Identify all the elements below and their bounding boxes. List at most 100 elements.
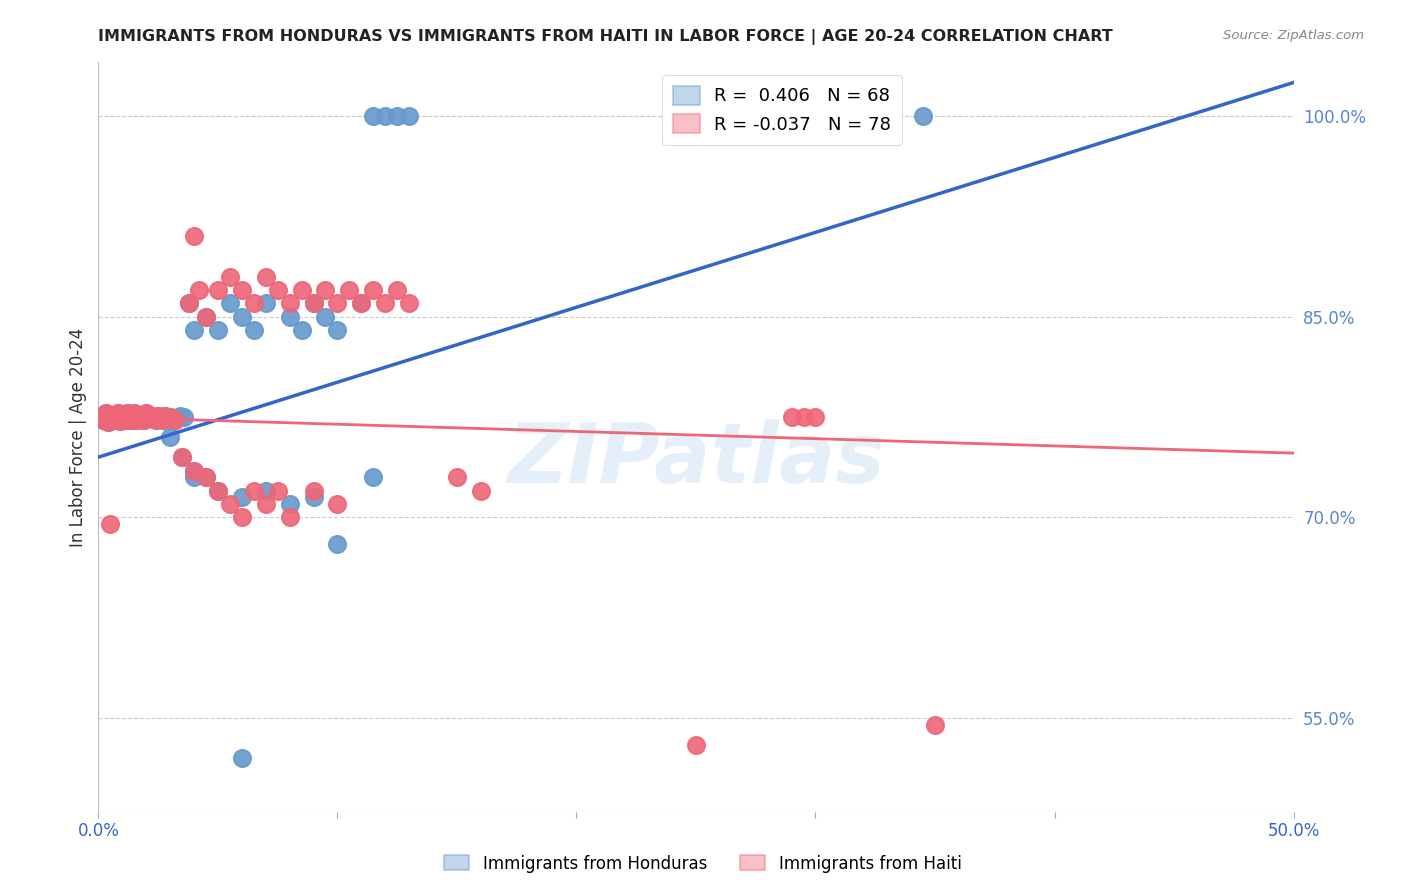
Point [107,410,129,425]
Point [363,283,385,297]
Point [195,470,218,484]
Point [446,470,468,484]
Point [124,410,146,425]
Point [121,409,143,423]
Text: IMMIGRANTS FROM HONDURAS VS IMMIGRANTS FROM HAITI IN LABOR FORCE | AGE 20-24 COR: IMMIGRANTS FROM HONDURAS VS IMMIGRANTS F… [98,29,1114,45]
Point [195,310,218,324]
Point [231,283,253,297]
Point [114,412,136,426]
Point [183,323,205,337]
Point [278,497,301,511]
Point [179,296,201,310]
Point [183,464,205,478]
Point [278,310,301,324]
Point [924,717,946,731]
Point [104,409,127,423]
Point [111,411,134,425]
Point [219,296,242,310]
Point [278,510,301,524]
Point [219,269,242,284]
Point [685,738,707,752]
Point [148,409,170,423]
Point [108,410,131,425]
Point [374,109,396,123]
Point [139,409,162,423]
Point [231,751,253,765]
Point [911,109,934,123]
Point [326,323,349,337]
Point [155,409,177,423]
Point [101,412,124,426]
Point [315,310,337,324]
Legend: R =  0.406   N = 68, R = -0.037   N = 78: R = 0.406 N = 68, R = -0.037 N = 78 [662,75,903,145]
Point [94,406,117,420]
Point [291,283,314,297]
Point [135,406,157,420]
Point [97,416,120,430]
Point [125,412,148,426]
Point [114,412,136,426]
Point [195,470,218,484]
Point [219,497,242,511]
Point [107,406,129,420]
Point [302,491,325,505]
Point [302,296,325,310]
Point [135,406,157,420]
Point [398,296,420,310]
Point [385,283,409,297]
Point [118,412,141,426]
Point [104,412,127,426]
Point [183,229,205,244]
Point [148,409,170,423]
Point [107,410,129,425]
Point [173,410,195,425]
Point [254,497,277,511]
Point [163,412,186,426]
Point [91,412,114,426]
Point [128,409,150,423]
Point [172,450,194,465]
Point [163,412,186,426]
Point [302,845,325,859]
Point [142,410,165,425]
Point [231,310,253,324]
Point [398,109,420,123]
Point [231,510,253,524]
Point [121,412,143,426]
Point [243,323,266,337]
Point [124,406,146,420]
Point [94,406,117,420]
Point [115,410,138,425]
Point [183,464,205,478]
Point [132,412,155,426]
Point [291,323,314,337]
Point [145,412,167,426]
Point [149,410,172,425]
Point [138,410,160,425]
Point [278,296,301,310]
Point [254,296,277,310]
Point [195,310,218,324]
Point [159,430,181,444]
Point [152,412,174,426]
Point [125,412,148,426]
Point [231,491,253,505]
Point [104,412,127,426]
Point [159,410,181,425]
Point [254,483,277,498]
Point [339,283,361,297]
Point [149,410,172,425]
Point [169,409,191,423]
Point [183,470,205,484]
Point [131,410,153,425]
Point [108,414,131,428]
Point [374,296,396,310]
Point [155,409,177,423]
Y-axis label: In Labor Force | Age 20-24: In Labor Force | Age 20-24 [69,327,87,547]
Point [470,483,492,498]
Point [780,410,803,425]
Point [142,410,165,425]
Point [97,416,120,430]
Point [138,410,160,425]
Point [207,483,229,498]
